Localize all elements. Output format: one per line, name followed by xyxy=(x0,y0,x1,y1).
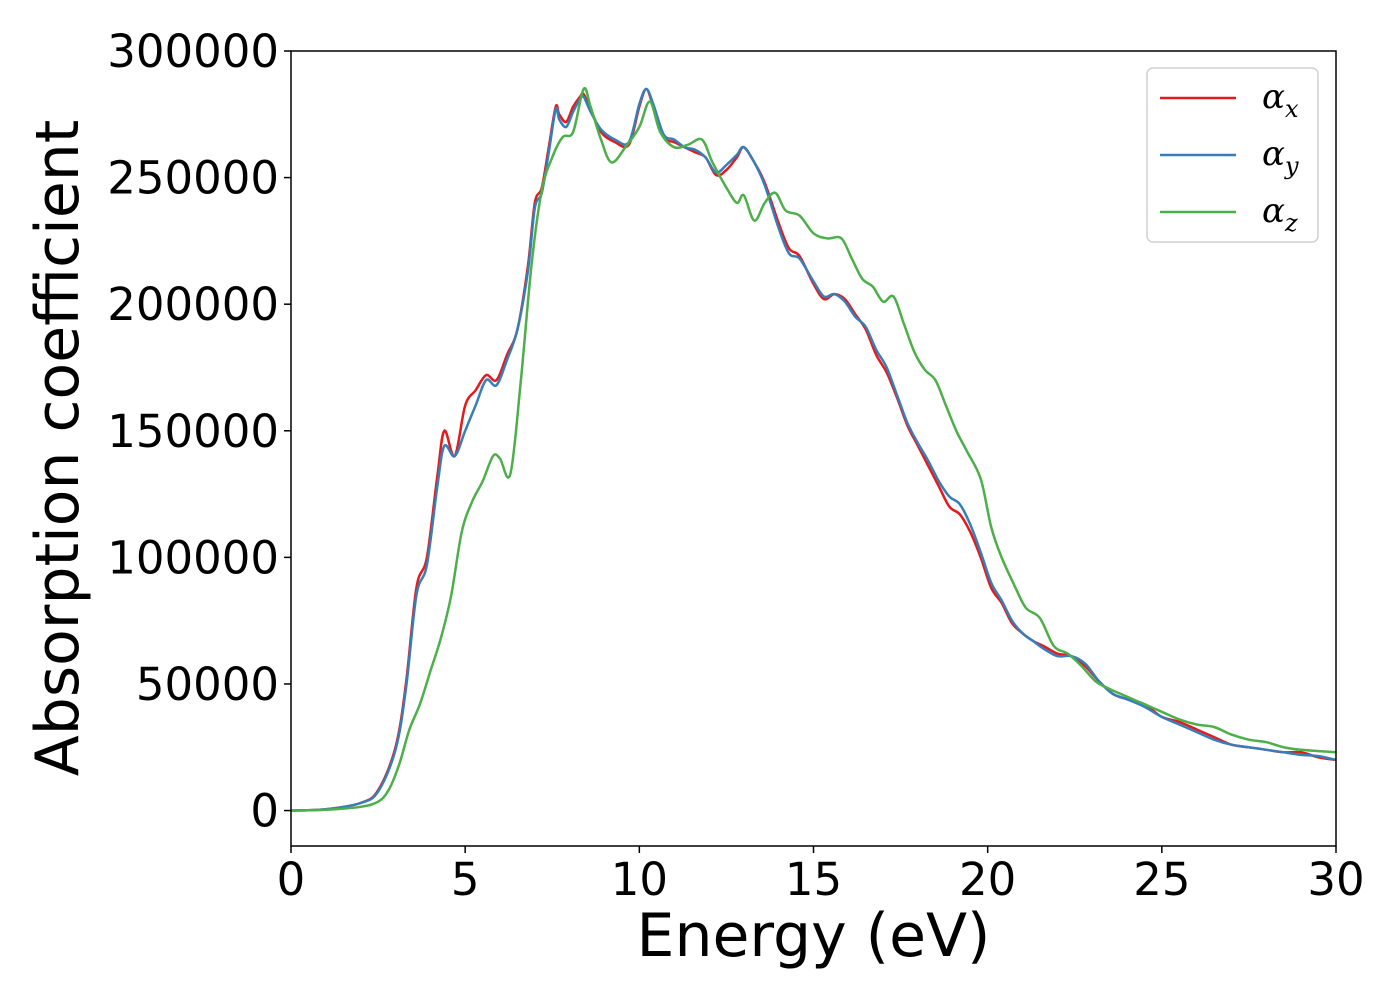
x-tick-label: 15 xyxy=(785,853,842,906)
x-tick-label: 30 xyxy=(1307,853,1364,906)
series-layer xyxy=(290,86,1337,812)
y-tick-label: 300000 xyxy=(107,25,279,78)
legend-label-0: αx xyxy=(1262,77,1299,123)
legend: αx αy αz xyxy=(1146,67,1319,243)
y-ticks: 0 50000 100000 150000 200000 250000 300000 xyxy=(107,25,291,838)
x-tick-label: 0 xyxy=(277,853,306,906)
series-line-1 xyxy=(290,87,1337,812)
series-line-2 xyxy=(290,86,1337,812)
y-tick-label: 200000 xyxy=(107,278,279,331)
legend-label-2: αz xyxy=(1262,191,1298,237)
legend-label-1: αy xyxy=(1262,134,1299,180)
y-tick-label: 250000 xyxy=(107,152,279,205)
y-tick-label: 150000 xyxy=(107,405,279,458)
x-tick-label: 20 xyxy=(959,853,1016,906)
y-tick-label: 0 xyxy=(250,785,279,838)
y-axis-title: Absorption coefficient xyxy=(23,120,93,777)
x-tick-label: 25 xyxy=(1133,853,1190,906)
y-tick-label: 100000 xyxy=(107,531,279,584)
x-ticks: 0 5 10 15 20 25 30 xyxy=(277,846,1365,906)
x-tick-label: 10 xyxy=(611,853,668,906)
x-tick-label: 5 xyxy=(451,853,480,906)
y-tick-label: 50000 xyxy=(136,658,279,711)
x-axis-title: Energy (eV) xyxy=(637,901,991,971)
